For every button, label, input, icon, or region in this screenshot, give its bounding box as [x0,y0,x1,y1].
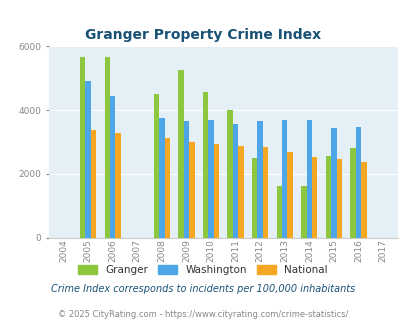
Bar [238,146,243,238]
Bar [115,133,120,238]
Legend: Granger, Washington, National: Granger, Washington, National [74,261,331,280]
Text: © 2025 CityRating.com - https://www.cityrating.com/crime-statistics/: © 2025 CityRating.com - https://www.city… [58,310,347,319]
Bar [189,142,194,238]
Bar [350,148,355,238]
Text: Crime Index corresponds to incidents per 100,000 inhabitants: Crime Index corresponds to incidents per… [51,284,354,294]
Bar [227,110,232,238]
Bar [80,57,85,238]
Bar [311,156,317,238]
Bar [336,159,341,238]
Bar [232,124,238,238]
Bar [183,121,189,238]
Bar [360,162,366,238]
Bar [202,92,208,238]
Bar [252,158,257,238]
Bar [85,81,91,238]
Bar [281,119,287,238]
Bar [91,130,96,238]
Bar [330,128,336,238]
Bar [159,118,164,238]
Bar [178,70,183,238]
Bar [276,186,281,238]
Text: Granger Property Crime Index: Granger Property Crime Index [85,28,320,42]
Bar [262,147,268,238]
Bar [257,121,262,238]
Bar [153,94,159,238]
Bar [355,127,360,238]
Bar [208,119,213,238]
Bar [301,186,306,238]
Bar [110,96,115,238]
Bar [104,57,110,238]
Bar [287,152,292,238]
Bar [306,119,311,238]
Bar [325,156,330,238]
Bar [213,145,219,238]
Bar [164,138,170,238]
